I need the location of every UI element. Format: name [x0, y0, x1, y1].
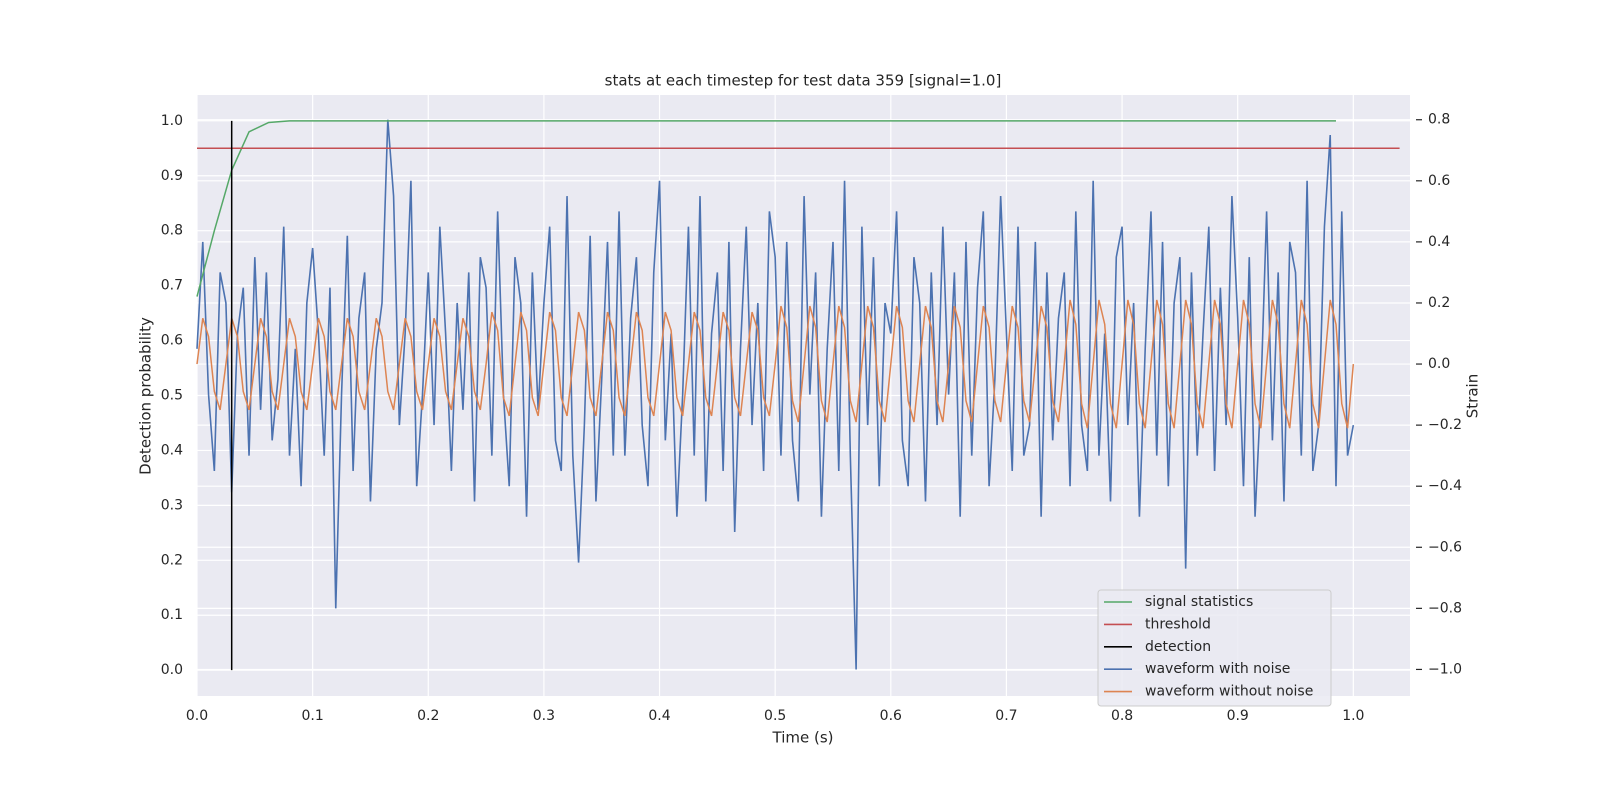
y-tick-label: 0.7: [161, 278, 183, 294]
y-tick-label: 0.3: [161, 497, 183, 513]
x-tick-label: 1.0: [1342, 708, 1364, 724]
y2-tick-label: 0.8: [1428, 112, 1450, 128]
x-tick-label: 0.4: [648, 708, 670, 724]
y-tick-label: 0.9: [161, 168, 183, 184]
y2-tick-label: −0.8: [1428, 600, 1462, 616]
legend-label: threshold: [1145, 616, 1211, 632]
series-line: [196, 299, 1355, 429]
series-line: [196, 120, 1336, 297]
y2-tick-label: 0.4: [1428, 234, 1450, 250]
x-tick-label: 0.7: [995, 708, 1017, 724]
legend-label: signal statistics: [1145, 594, 1253, 610]
legend-label: detection: [1145, 639, 1211, 655]
chart-title: stats at each timestep for test data 359…: [605, 72, 1002, 90]
y-tick-label: 0.0: [161, 662, 183, 678]
legend-label: waveform with noise: [1145, 661, 1290, 677]
y2-tick-label: 0.6: [1428, 173, 1450, 189]
y-tick-label: 1.0: [161, 113, 183, 129]
series-lines: [196, 119, 1400, 671]
x-tick-label: 0.1: [302, 708, 324, 724]
y2-tick-label: −0.2: [1428, 417, 1462, 433]
y-axis-label: Detection probability: [137, 317, 155, 475]
x-tick-label: 0.2: [417, 708, 439, 724]
y2-tick-label: 0.2: [1428, 295, 1450, 311]
x-tick-label: 0.5: [764, 708, 786, 724]
y-tick-label: 0.8: [161, 223, 183, 239]
x-tick-label: 0.3: [533, 708, 555, 724]
x-tick-label: 0.6: [880, 708, 902, 724]
legend: signal statistics threshold detection wavef…: [1097, 589, 1332, 707]
y2-tick-label: −1.0: [1428, 661, 1462, 677]
legend-box: [1097, 589, 1332, 707]
y2-axis-label: Strain: [1464, 374, 1482, 418]
x-tick-label: 0.0: [186, 708, 208, 724]
y2-tick-label: −0.6: [1428, 539, 1462, 555]
y2-tick-label: −0.4: [1428, 478, 1462, 494]
y-tick-label: 0.2: [161, 552, 183, 568]
x-axis-label: Time (s): [772, 729, 834, 747]
x-tick-label: 0.9: [1227, 708, 1249, 724]
legend-label: waveform without noise: [1145, 684, 1313, 700]
y2-tick-label: 0.0: [1428, 356, 1450, 372]
y-tick-label: 0.6: [161, 333, 183, 349]
y-tick-label: 0.1: [161, 607, 183, 623]
x-tick-label: 0.8: [1111, 708, 1133, 724]
y-tick-label: 0.4: [161, 442, 183, 458]
y-tick-label: 0.5: [161, 388, 183, 404]
